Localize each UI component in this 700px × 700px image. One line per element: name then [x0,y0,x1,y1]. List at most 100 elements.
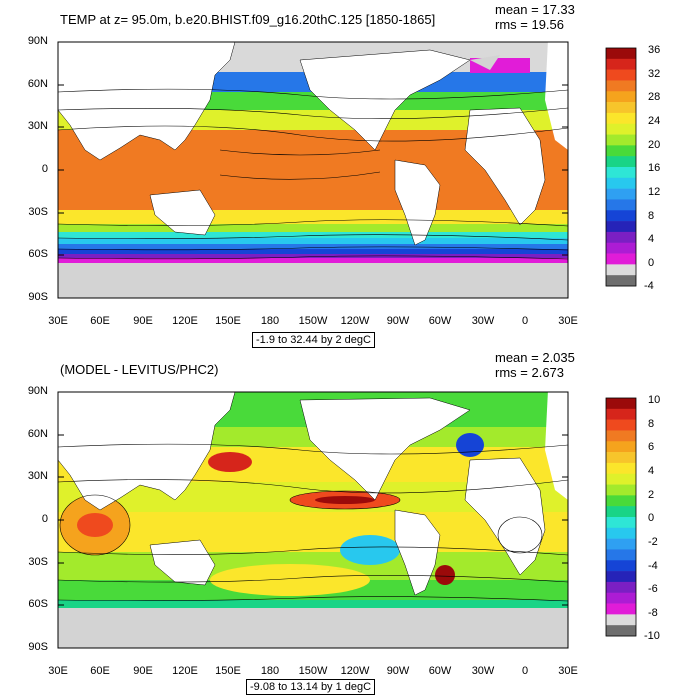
colorbar-label: -4 [644,280,654,292]
lat-label: 90S [28,641,48,653]
contour-info: -1.9 to 32.44 by 2 degC [252,332,375,348]
lon-label: 60W [428,315,452,327]
lat-label: 0 [41,513,48,525]
colorbar-label: -10 [644,630,660,642]
lon-label: 60E [90,315,110,327]
map-plot [57,41,637,299]
lat-label: 90N [27,385,48,397]
colorbar-swatch [606,253,636,265]
colorbar-swatch [606,408,636,420]
colorbar-swatch [606,112,636,125]
colorbar-label: 28 [648,91,661,103]
colorbar-label: 0 [648,512,655,524]
colorbar-label: 24 [648,115,661,127]
lon-label: 60W [428,665,452,677]
colorbar-swatch [606,441,636,453]
lon-label: 120W [340,315,370,327]
colorbar-label: 8 [648,210,655,222]
colorbar-swatch [606,80,636,92]
lat-label: 60N [27,78,48,90]
colorbar-swatch [606,473,636,485]
lat-label: 90N [27,35,48,47]
lat-label: 90S [28,291,48,303]
colorbar-label: 32 [648,68,661,80]
colorbar-swatch [606,69,636,81]
colorbar-label: 2 [648,489,655,501]
colorbar-swatch [606,231,636,244]
lon-label: 90E [133,315,153,327]
colorbar-label: -6 [648,583,658,595]
colorbar-label: 10 [648,394,661,406]
colorbar-label: 12 [648,186,661,198]
colorbar-swatch [606,517,636,529]
lat-label: 30N [27,120,48,132]
mean-stat: mean = 2.035 [495,350,575,365]
lat-label: 60S [28,248,48,260]
colorbar-swatch [606,177,636,189]
colorbar-label: 0 [648,257,655,269]
colorbar-swatch [606,167,636,179]
lon-label: 180 [260,665,280,677]
mean-stat: mean = 17.33 [495,2,575,17]
panel-title: TEMP at z= 95.0m, b.e20.BHIST.f09_g16.20… [60,12,436,27]
lon-label: 30E [558,315,578,327]
colorbar-swatch [606,549,636,561]
temp-map-panel: TEMP at z= 95.0m, b.e20.BHIST.f09_g16.20… [27,2,661,348]
lon-label: 90W [386,315,410,327]
colorbar-label: 4 [648,465,655,477]
colorbar-swatch [606,592,636,604]
map-plot [57,391,637,649]
lon-label: 30E [48,665,68,677]
colorbar-swatch [606,264,636,276]
rms-stat: rms = 2.673 [495,365,565,380]
lon-label: 150E [215,665,241,677]
colorbar-swatch [606,495,636,507]
colorbar-label: -8 [648,607,658,619]
colorbar-border [605,47,637,287]
colorbar-swatch [606,156,636,168]
colorbar-swatch [606,123,636,135]
colorbar-label: -2 [648,536,658,548]
lon-label: 0 [521,665,529,677]
lon-label: 150E [215,315,241,327]
colorbar-swatch [606,58,636,70]
lon-label: 30W [471,665,495,677]
colorbar-swatch [606,210,636,222]
colorbar-label: 8 [648,418,655,430]
lon-label: 90E [133,665,153,677]
panel-title: (MODEL - LEVITUS/PHC2) [60,362,219,377]
colorbar-swatch [606,560,636,572]
colorbar-swatch [606,581,636,594]
colorbar-swatch [606,603,636,615]
colorbar-swatch [606,48,636,60]
lon-label: 120W [340,665,370,677]
colorbar-swatch [606,614,636,626]
colorbar-label: -4 [648,560,658,572]
lon-label: 150W [298,665,328,677]
colorbar-swatch [606,145,636,157]
colorbar-swatch [606,452,636,464]
lat-label: 60N [27,428,48,440]
lat-label: 60S [28,598,48,610]
lon-label: 30W [471,315,495,327]
contour-info: -9.08 to 13.14 by 1 degC [246,679,376,695]
lon-label: 0 [521,315,529,327]
lat-label: 0 [41,163,48,175]
colorbar-swatch [606,419,636,431]
colorbar-swatch [606,91,636,103]
lon-label: 120E [172,315,198,327]
lon-label: 150W [298,315,328,327]
lat-label: 30S [28,556,48,568]
colorbar-label: 36 [648,44,661,56]
colorbar-swatch [606,199,636,211]
colorbar [605,397,637,637]
lon-label: 60E [90,665,110,677]
colorbar-swatch [606,275,636,287]
colorbar-swatch [606,221,636,233]
colorbar-swatch [606,462,636,475]
colorbar-swatch [606,188,636,200]
colorbar-swatch [606,134,636,146]
colorbar-label: 4 [648,233,655,245]
colorbar-label: 6 [648,441,655,453]
colorbar-swatch [606,398,636,410]
